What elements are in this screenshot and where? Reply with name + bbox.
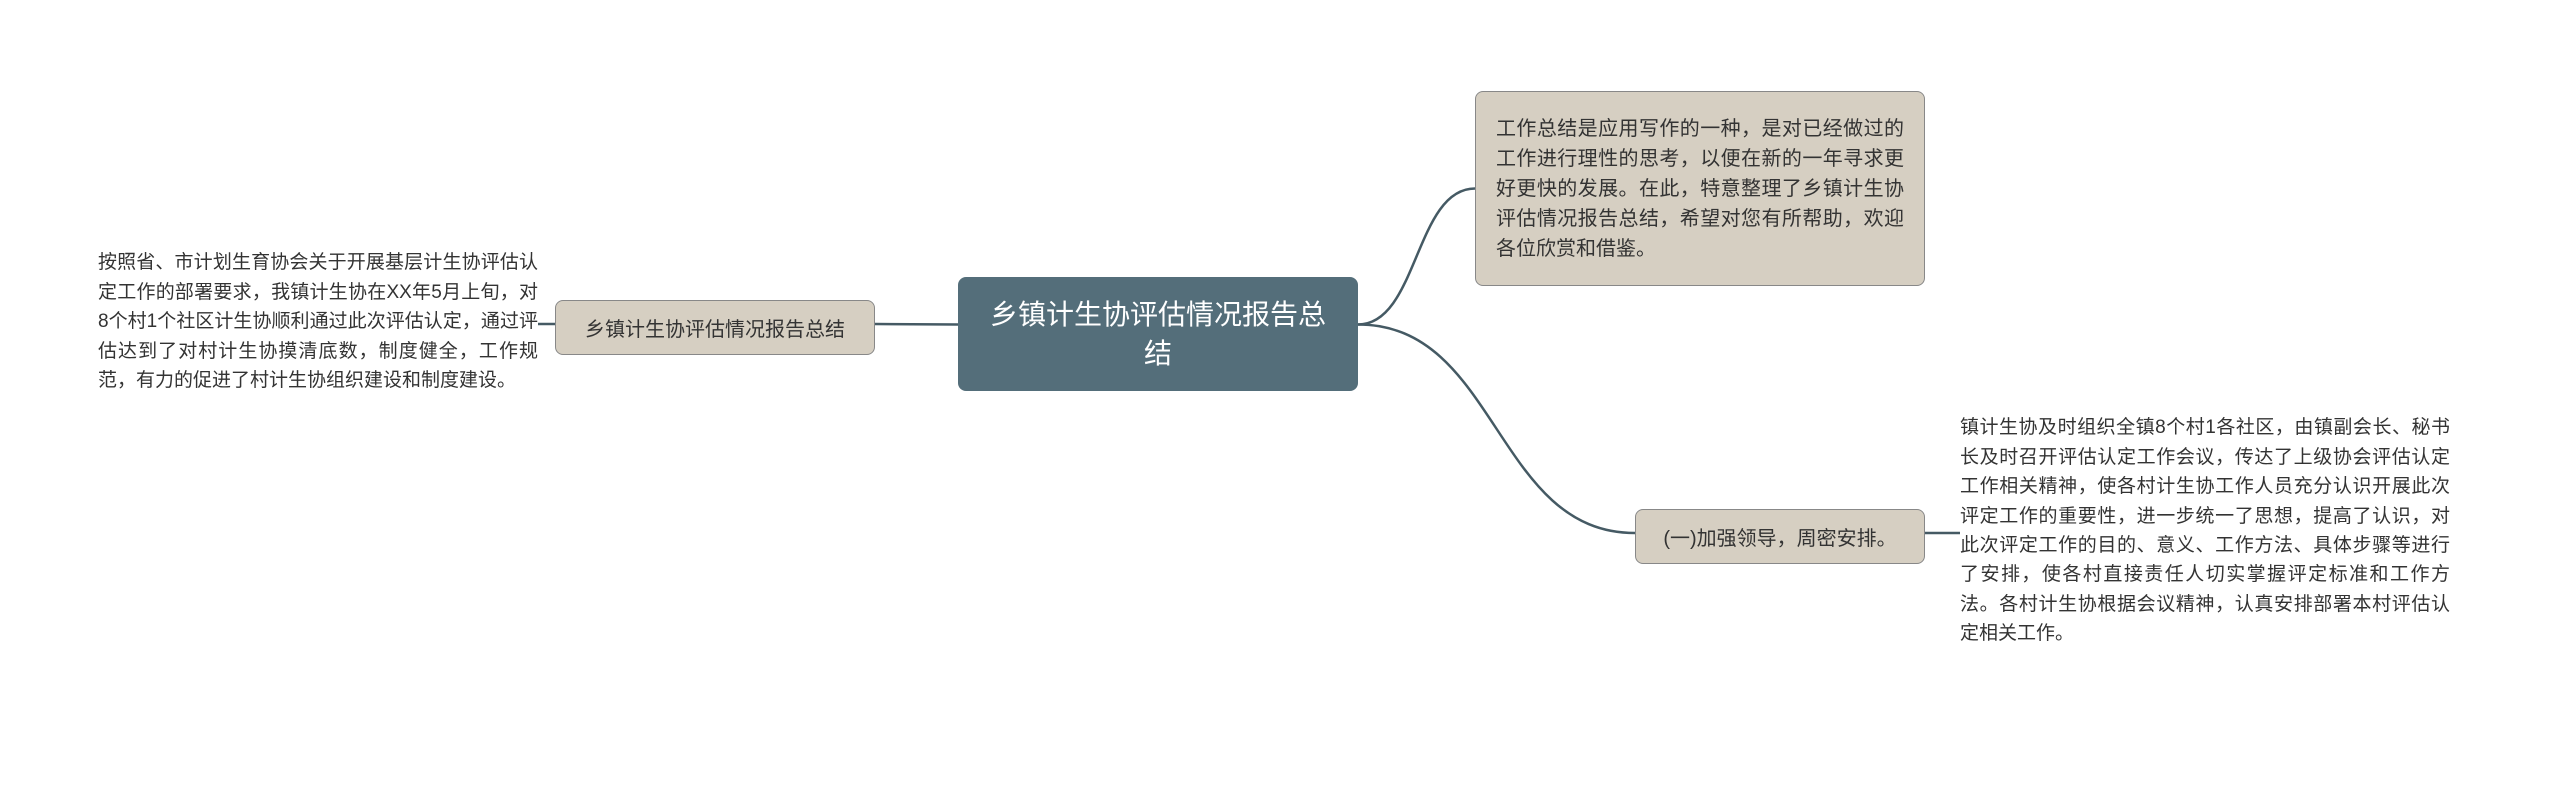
- connector-left: [875, 324, 958, 325]
- right-bottom-box-node[interactable]: (一)加强领导，周密安排。: [1635, 509, 1925, 564]
- connector-right-bottom: [1358, 325, 1635, 534]
- right-top-box-text: 工作总结是应用写作的一种，是对已经做过的工作进行理性的思考，以便在新的一年寻求更…: [1496, 114, 1904, 264]
- left-box-text: 乡镇计生协评估情况报告总结: [585, 313, 845, 342]
- right-bottom-box-text: (一)加强领导，周密安排。: [1663, 522, 1896, 551]
- center-node-text: 乡镇计生协评估情况报告总结: [988, 295, 1328, 373]
- left-text-node: 按照省、市计划生育协会关于开展基层计生协评估认定工作的部署要求，我镇计生协在XX…: [98, 232, 538, 412]
- center-node[interactable]: 乡镇计生协评估情况报告总结: [958, 277, 1358, 391]
- right-bottom-text-content: 镇计生协及时组织全镇8个村1各社区，由镇副会长、秘书长及时召开评估认定工作会议，…: [1960, 413, 2450, 649]
- left-text-content: 按照省、市计划生育协会关于开展基层计生协评估认定工作的部署要求，我镇计生协在XX…: [98, 248, 538, 395]
- left-box-node[interactable]: 乡镇计生协评估情况报告总结: [555, 300, 875, 355]
- right-top-box-node[interactable]: 工作总结是应用写作的一种，是对已经做过的工作进行理性的思考，以便在新的一年寻求更…: [1475, 91, 1925, 286]
- right-bottom-text-node: 镇计生协及时组织全镇8个村1各社区，由镇副会长、秘书长及时召开评估认定工作会议，…: [1960, 381, 2450, 681]
- connector-right-top: [1358, 189, 1475, 325]
